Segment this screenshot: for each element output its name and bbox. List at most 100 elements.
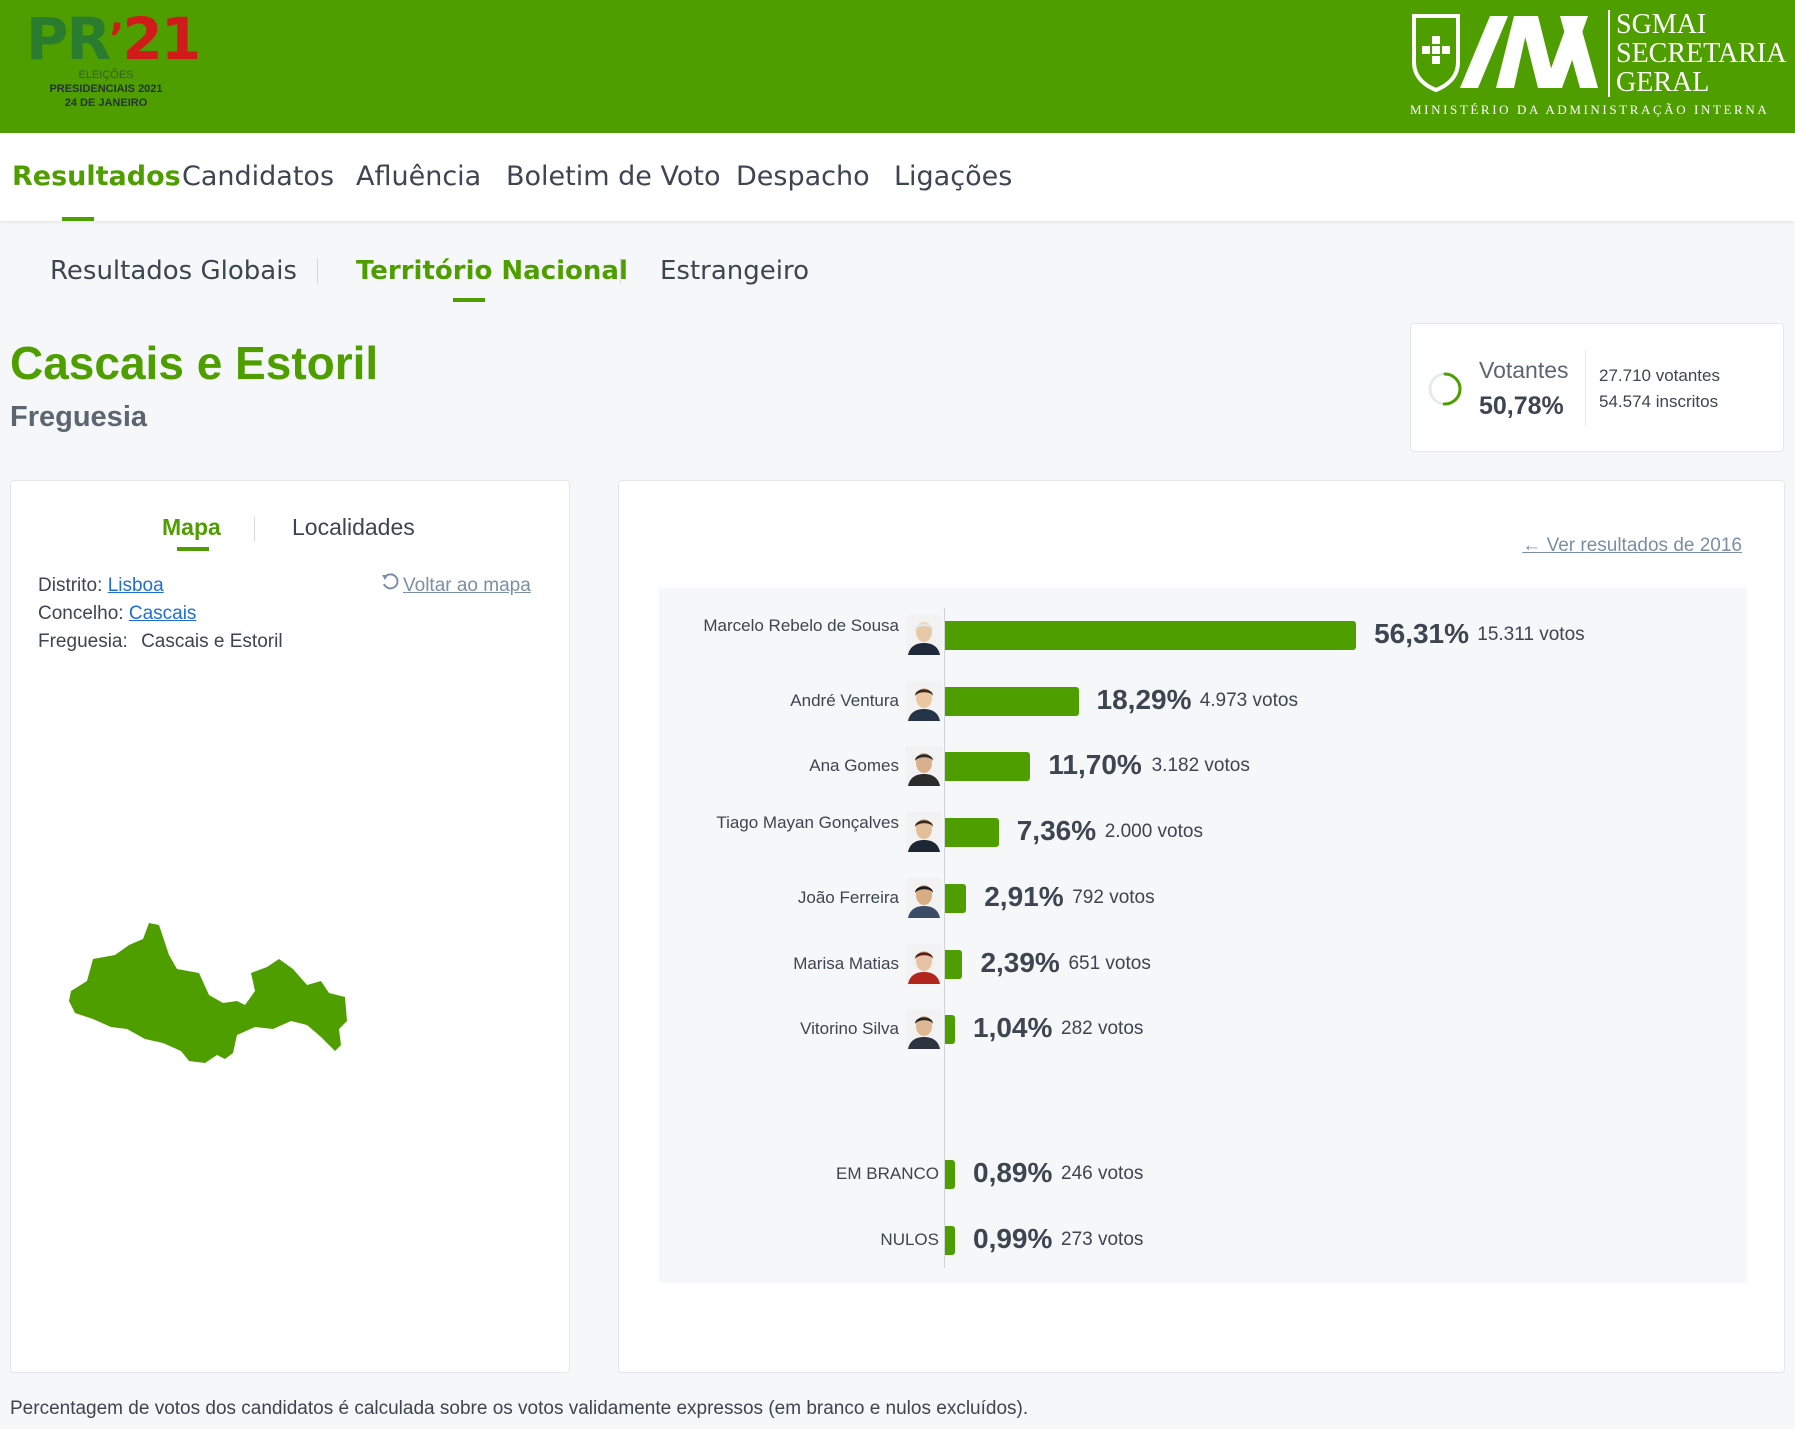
freguesia-line: Freguesia: Cascais e Estoril [38, 631, 283, 653]
result-percent: 1,04% [973, 1012, 1053, 1044]
undo-icon [381, 573, 399, 597]
results-panel: ← Ver resultados de 2016 Marcelo Rebelo … [618, 480, 1785, 1373]
result-percent: 11,70% [1048, 749, 1142, 781]
nav-boletim-de-voto[interactable]: Boletim de Voto [506, 161, 721, 192]
candidate-photo[interactable] [906, 943, 942, 984]
footnote: Percentagem de votos dos candidatos é ca… [10, 1398, 1029, 1419]
subnav-active-indicator [453, 298, 485, 302]
main-nav: Resultados Candidatos Afluência Boletim … [0, 133, 1795, 221]
pr21-logo[interactable]: PR’21 ELEIÇÕES PRESIDENCIAIS 2021 24 DE … [26, 10, 201, 120]
logo-apostrophe: ’ [109, 16, 124, 62]
freguesia-shape[interactable] [69, 923, 347, 1063]
logo-pr: PR [26, 5, 111, 73]
nav-afluencia[interactable]: Afluência [356, 161, 482, 192]
sgmai-emblem-icon [1412, 14, 1598, 92]
voters-count: 27.710 votantes [1599, 366, 1720, 385]
back-to-map-label: Voltar ao mapa [403, 575, 531, 596]
nav-resultados[interactable]: Resultados [12, 161, 181, 192]
result-percent: 0,99% [973, 1222, 1053, 1254]
tab-localidades[interactable]: Localidades [292, 514, 415, 540]
concelho-label: Concelho: [38, 603, 124, 624]
candidate-name: Vitorino Silva [800, 1019, 899, 1039]
logo-line2: PRESIDENCIAIS 2021 [49, 83, 163, 95]
freguesia-map[interactable] [59, 911, 379, 1091]
tab-divider [254, 517, 255, 541]
nav-candidatos[interactable]: Candidatos [182, 161, 335, 192]
result-percent: 2,91% [984, 880, 1064, 912]
result-percent: 2,39% [980, 946, 1060, 978]
nav-ligacoes[interactable]: Ligações [894, 161, 1013, 192]
results-2016-label: Ver resultados de 2016 [1546, 535, 1742, 556]
special-bar [945, 1225, 955, 1255]
result-votes: 273 votos [1061, 1228, 1144, 1250]
subnav-divider [620, 258, 621, 284]
tab-active-indicator [177, 547, 209, 551]
result-votes: 3.182 votos [1151, 755, 1250, 777]
logo-line1: ELEIÇÕES [78, 69, 134, 81]
subnav-resultados-globais[interactable]: Resultados Globais [50, 256, 297, 286]
distrito-label: Distrito: [38, 575, 103, 596]
subnav-divider [317, 258, 318, 284]
tab-mapa[interactable]: Mapa [162, 514, 221, 540]
candidate-photo[interactable] [906, 746, 942, 787]
chart-axis [944, 608, 945, 1268]
candidate-photo[interactable] [906, 1009, 942, 1050]
candidate-name: Marisa Matias [793, 953, 899, 973]
special-row-label: NULOS [880, 1229, 939, 1249]
arrow-left-icon: ← [1522, 535, 1542, 556]
special-row-label: EM BRANCO [836, 1164, 939, 1183]
header-bar: PR’21 ELEIÇÕES PRESIDENCIAIS 2021 24 DE … [0, 0, 1795, 133]
concelho-line: Concelho: Cascais [38, 603, 196, 625]
candidate-name: André Ventura [790, 690, 899, 710]
candidate-photo[interactable] [906, 812, 942, 853]
turnout-ring-icon [1428, 372, 1462, 406]
result-votes: 4.973 votos [1199, 689, 1298, 711]
result-bar [945, 883, 967, 913]
result-percent: 18,29% [1096, 683, 1192, 715]
result-votes: 15.311 votos [1477, 624, 1585, 645]
candidate-photo[interactable] [906, 877, 942, 918]
nav-active-indicator [62, 217, 94, 221]
page-subtitle: Freguesia [10, 401, 147, 433]
candidate-name: Tiago Mayan Gonçalves [716, 813, 899, 833]
turnout-label: Votantes [1479, 357, 1569, 383]
results-2016-link[interactable]: ← Ver resultados de 2016 [1522, 535, 1742, 557]
map-panel: Mapa Localidades Distrito: Lisboa Concel… [10, 480, 570, 1373]
turnout-percent: 50,78% [1479, 392, 1564, 420]
results-chart: Marcelo Rebelo de Sousa 56,31% 15.311 voto… [659, 588, 1747, 1283]
candidate-name: João Ferreira [797, 887, 899, 907]
result-bar [945, 1015, 955, 1045]
candidate-photo[interactable] [906, 615, 942, 655]
logo-number: 21 [122, 5, 201, 73]
result-percent: 7,36% [1016, 815, 1097, 847]
sgmai-line2: SECRETARIA [1616, 38, 1787, 69]
turnout-divider [1585, 350, 1586, 426]
result-bar [945, 621, 1357, 650]
result-votes: 282 votos [1061, 1018, 1144, 1040]
distrito-link[interactable]: Lisboa [107, 575, 164, 596]
result-bar [945, 818, 999, 848]
subnav-territorio-nacional[interactable]: Território Nacional [356, 256, 628, 286]
page-title: Cascais e Estoril [10, 337, 379, 389]
freguesia-value: Cascais e Estoril [141, 631, 283, 652]
result-percent: 0,89% [973, 1157, 1053, 1188]
candidate-photo[interactable] [906, 680, 942, 721]
result-votes: 2.000 votos [1104, 821, 1203, 843]
result-votes: 792 votos [1072, 886, 1155, 908]
turnout-card: Votantes 50,78% 27.710 votantes 54.574 i… [1410, 323, 1784, 452]
result-bar [945, 949, 963, 979]
back-to-map-link[interactable]: Voltar ao mapa [381, 573, 531, 597]
freguesia-label: Freguesia: [38, 631, 128, 652]
concelho-link[interactable]: Cascais [128, 603, 197, 624]
sgmai-logo[interactable]: SGMAI SECRETARIA GERAL MINISTÉRIO DA ADM… [1410, 9, 1787, 125]
distrito-line: Distrito: Lisboa [38, 575, 164, 597]
nav-despacho[interactable]: Despacho [736, 161, 870, 192]
candidate-name: Ana Gomes [809, 756, 899, 776]
logo-line3: 24 DE JANEIRO [64, 97, 148, 109]
sgmai-line3: GERAL [1616, 67, 1710, 98]
sgmai-line1: SGMAI [1616, 9, 1707, 40]
subnav-estrangeiro[interactable]: Estrangeiro [660, 256, 810, 286]
logo-wordmark: PR’21 [26, 10, 201, 68]
candidate-name: Marcelo Rebelo de Sousa [703, 616, 899, 635]
ministry-name: MINISTÉRIO DA ADMINISTRAÇÃO INTERNA [1410, 102, 1770, 117]
